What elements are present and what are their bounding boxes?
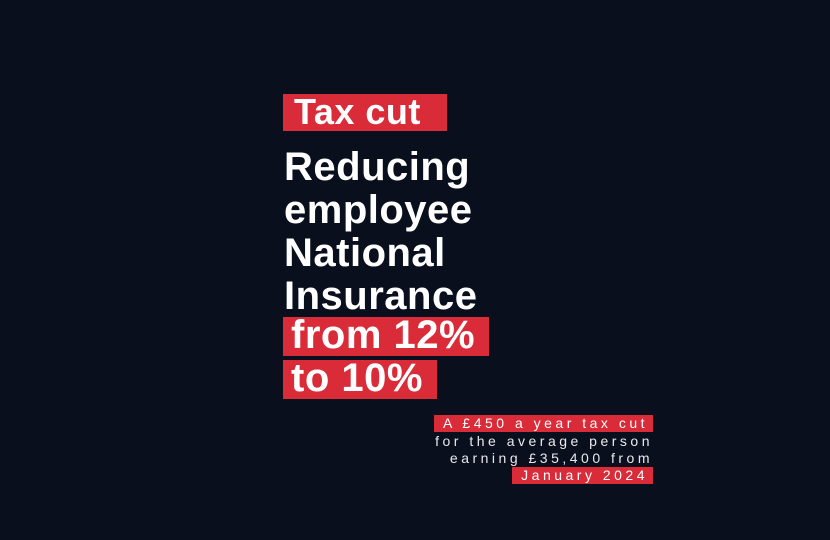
headline-line-1: Reducing [284,145,471,189]
footnote-line-3: earning £35,400 from [449,450,653,466]
tax-cut-badge: Tax cut [283,94,447,131]
rate-to-line: to 10% [283,358,437,399]
headline-line-3: National [284,231,446,275]
footnote-line-2: for the average person [435,433,653,449]
footnote-line-4: January 2024 [434,467,653,484]
headline-line-4: Insurance [284,274,478,318]
footnote: A £450 a year tax cut for the average pe… [433,415,653,485]
footnote-line-1: A £450 a year tax cut [433,415,653,432]
rate-change-highlight: from 12% to 10% [283,315,490,399]
headline: Reducing employee National Insurance [284,146,477,318]
rate-from-line: from 12% [283,315,490,356]
footnote-highlight-date: January 2024 [512,467,653,484]
headline-line-2: employee [284,188,473,232]
footnote-highlight-savings: A £450 a year tax cut [433,415,653,432]
